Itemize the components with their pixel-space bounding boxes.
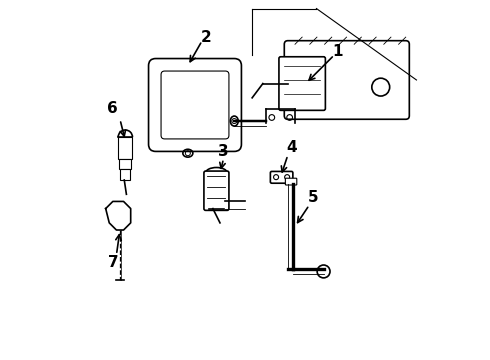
- FancyBboxPatch shape: [284, 41, 409, 119]
- Text: 6: 6: [107, 101, 118, 116]
- FancyBboxPatch shape: [121, 169, 130, 180]
- FancyBboxPatch shape: [118, 137, 132, 158]
- FancyBboxPatch shape: [285, 178, 297, 185]
- FancyBboxPatch shape: [161, 71, 229, 139]
- FancyBboxPatch shape: [279, 57, 325, 111]
- FancyBboxPatch shape: [270, 171, 293, 183]
- Text: 7: 7: [107, 255, 118, 270]
- FancyBboxPatch shape: [148, 59, 242, 152]
- Text: 2: 2: [200, 30, 211, 45]
- Text: 5: 5: [308, 190, 318, 205]
- FancyBboxPatch shape: [120, 158, 131, 169]
- Text: 4: 4: [286, 140, 297, 156]
- Text: 1: 1: [333, 44, 343, 59]
- FancyBboxPatch shape: [204, 171, 229, 210]
- Text: 3: 3: [218, 144, 229, 159]
